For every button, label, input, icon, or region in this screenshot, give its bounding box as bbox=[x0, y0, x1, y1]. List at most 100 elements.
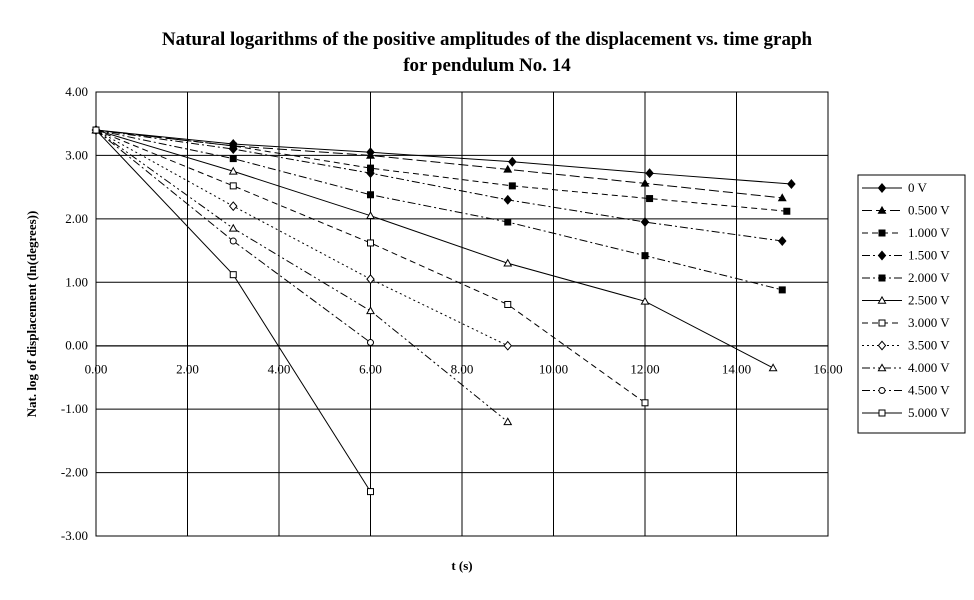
legend-entry: 5.000 V bbox=[862, 405, 950, 420]
data-point bbox=[508, 156, 517, 167]
data-point bbox=[503, 164, 513, 173]
legend-entry: 4.000 V bbox=[862, 360, 950, 375]
legend-marker bbox=[878, 409, 886, 417]
data-point bbox=[228, 201, 238, 212]
y-tick-label: 1.00 bbox=[65, 274, 88, 289]
legend-marker bbox=[877, 363, 887, 372]
y-axis-title: Nat. log of displacement (ln(degrees)) bbox=[24, 211, 39, 418]
data-point bbox=[777, 193, 787, 202]
series-line bbox=[95, 129, 783, 242]
series-line bbox=[95, 129, 787, 212]
data-point bbox=[503, 340, 513, 351]
series-lines bbox=[91, 125, 796, 496]
data-point bbox=[366, 274, 375, 285]
data-point bbox=[508, 182, 516, 190]
legend-entry: 3.000 V bbox=[862, 315, 950, 330]
data-point bbox=[229, 271, 237, 279]
x-tick-label: 0.00 bbox=[85, 362, 108, 377]
y-tick-label: 2.00 bbox=[65, 211, 88, 226]
series-line bbox=[95, 129, 783, 291]
data-point bbox=[229, 155, 237, 163]
series-8 bbox=[91, 125, 513, 351]
legend-entry: 0.500 V bbox=[862, 203, 950, 218]
series-5 bbox=[92, 126, 786, 294]
legend-label: 4.500 V bbox=[908, 383, 950, 398]
legend-entry: 4.500 V bbox=[862, 383, 950, 398]
data-point bbox=[641, 399, 649, 407]
data-point bbox=[504, 218, 512, 226]
x-tick-label: 12.00 bbox=[630, 362, 659, 377]
data-point bbox=[228, 166, 238, 175]
legend-label: 2.000 V bbox=[908, 270, 950, 285]
data-point bbox=[367, 339, 374, 347]
y-tick-label: 3.00 bbox=[65, 147, 88, 162]
legend-label: 1.000 V bbox=[908, 225, 950, 240]
data-point bbox=[787, 179, 796, 189]
data-point bbox=[367, 191, 374, 199]
series-1 bbox=[91, 125, 796, 189]
data-point bbox=[229, 182, 237, 190]
data-point bbox=[778, 286, 786, 294]
legend-label: 2.500 V bbox=[908, 293, 950, 308]
tick-labels: 0.00 2.00 4.00 6.00 8.00 10.00 12.00 14.00 16.00… bbox=[61, 84, 843, 543]
legend-entry: 1.500 V bbox=[862, 248, 950, 263]
legend-marker bbox=[877, 183, 887, 193]
x-axis-title: t (s) bbox=[451, 558, 472, 573]
legend-label: 3.000 V bbox=[908, 315, 950, 330]
series-line bbox=[95, 129, 774, 369]
y-tick-label: -2.00 bbox=[61, 465, 88, 480]
data-point bbox=[645, 168, 654, 179]
legend-entry: 2.500 V bbox=[862, 293, 950, 308]
legend-marker bbox=[878, 319, 886, 327]
legend-entry: 3.500 V bbox=[862, 338, 950, 353]
legend-marker bbox=[877, 205, 887, 214]
legend: 0 V 0.500 V 1.000 V 1.500 V 2.000 V 2.500 V 3.… bbox=[857, 174, 966, 434]
x-tick-label: 16.00 bbox=[813, 362, 842, 377]
y-tick-label: 4.00 bbox=[65, 84, 88, 99]
series-9 bbox=[91, 125, 513, 426]
data-point bbox=[640, 178, 650, 187]
series-4 bbox=[91, 125, 787, 247]
legend-entry: 2.000 V bbox=[862, 270, 950, 285]
series-6 bbox=[91, 125, 778, 372]
legend-label: 0 V bbox=[908, 180, 928, 195]
series-line bbox=[95, 129, 646, 404]
legend-entry: 0 V bbox=[862, 180, 928, 195]
x-tick-label: 10.00 bbox=[539, 362, 568, 377]
data-point bbox=[92, 126, 100, 134]
data-point bbox=[503, 194, 513, 205]
data-point bbox=[640, 217, 650, 227]
legend-label: 1.500 V bbox=[908, 248, 950, 263]
data-point bbox=[503, 258, 513, 267]
legend-marker bbox=[877, 295, 887, 304]
data-point bbox=[366, 150, 375, 159]
x-tick-label: 4.00 bbox=[268, 362, 291, 377]
legend-label: 4.000 V bbox=[908, 360, 950, 375]
y-tick-label: -1.00 bbox=[61, 401, 88, 416]
data-point bbox=[783, 207, 791, 215]
legend-label: 0.500 V bbox=[908, 203, 950, 218]
data-point bbox=[228, 223, 238, 232]
legend-marker bbox=[878, 274, 886, 282]
data-point bbox=[777, 236, 787, 247]
data-point bbox=[646, 195, 654, 203]
legend-marker bbox=[878, 229, 886, 237]
y-tick-label: 0.00 bbox=[65, 338, 88, 353]
series-line bbox=[95, 129, 509, 423]
data-point bbox=[366, 211, 375, 219]
x-tick-label: 2.00 bbox=[176, 362, 199, 377]
data-point bbox=[768, 363, 778, 372]
y-tick-label: -3.00 bbox=[61, 528, 88, 543]
data-point bbox=[229, 237, 237, 245]
data-point bbox=[228, 144, 238, 155]
x-tick-label: 6.00 bbox=[359, 362, 382, 377]
series-2 bbox=[91, 125, 787, 202]
data-point bbox=[367, 488, 374, 496]
data-point bbox=[366, 306, 375, 315]
data-point bbox=[366, 168, 375, 179]
legend-entry: 1.000 V bbox=[862, 225, 950, 240]
chart-title-line-2: for pendulum No. 14 bbox=[403, 55, 571, 76]
x-tick-label: 8.00 bbox=[451, 362, 474, 377]
data-point bbox=[367, 239, 374, 247]
